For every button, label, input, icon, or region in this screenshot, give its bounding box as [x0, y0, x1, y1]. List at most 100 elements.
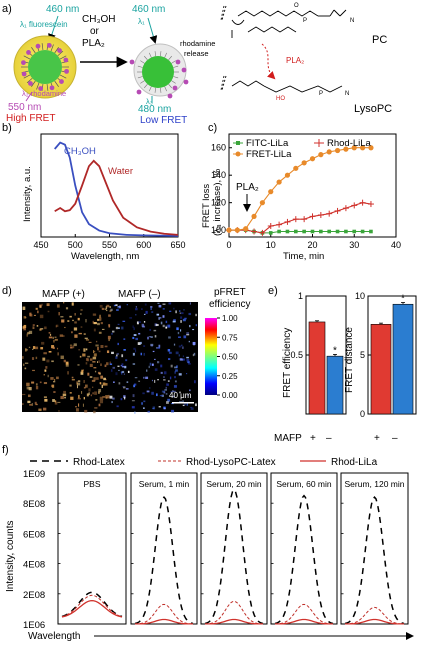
f-ytick-label: 1E09	[23, 469, 45, 480]
micrograph-pixel	[162, 308, 165, 310]
micrograph-pixel	[107, 335, 111, 340]
micrograph-pixel	[158, 344, 161, 348]
micrograph-pixel	[43, 407, 47, 411]
micrograph-pixel	[121, 372, 123, 375]
micrograph-pixel	[93, 410, 96, 414]
f-subplot-title: Serum, 120 min	[345, 479, 405, 489]
micrograph-pixel	[84, 337, 88, 340]
micrograph-pixel	[92, 320, 94, 324]
micrograph-pixel	[65, 307, 69, 310]
e1-ylabel: FRET efficiency	[282, 328, 293, 398]
micrograph-pixel	[179, 391, 181, 394]
micrograph-pixel	[108, 314, 111, 317]
f-series-line	[274, 494, 334, 625]
micrograph-pixel	[111, 401, 113, 404]
rhodamine-dot	[63, 57, 69, 63]
micrograph-pixel	[80, 326, 83, 328]
lipid-tail	[168, 55, 172, 61]
mafp-group-label: MAFP	[274, 433, 302, 444]
micrograph-pixel	[103, 377, 106, 381]
lysopc-label: LysoPC	[354, 103, 392, 115]
micrograph-pixel	[134, 411, 136, 414]
f-ytick-label: 6E08	[23, 529, 45, 540]
micrograph-pixel	[151, 391, 154, 395]
micrograph-pixel	[47, 310, 50, 313]
f-series-line	[135, 618, 193, 625]
micrograph-pixel	[97, 318, 101, 321]
micrograph-pixel	[116, 354, 118, 357]
micrograph-pixel	[37, 310, 39, 314]
micrograph-pixel	[188, 363, 191, 365]
micrograph-pixel	[184, 317, 187, 320]
micrograph-pixel	[26, 382, 30, 387]
micrograph-pixel	[54, 336, 57, 338]
micrograph-pixel	[69, 344, 73, 346]
lipid-tail	[23, 74, 31, 79]
micrograph-pixel	[163, 371, 167, 375]
micrograph-pixel	[117, 306, 119, 309]
micrograph-pixel	[155, 324, 159, 326]
legend-circle-marker	[235, 151, 241, 157]
c-point-fitc	[352, 229, 357, 234]
micrograph-pixel	[62, 302, 65, 304]
micrograph-pixel	[69, 315, 72, 318]
rhodamine-dot	[46, 43, 52, 48]
e1-tick-plus: +	[310, 433, 316, 444]
panel-e: e) 0.5 1 * 0 5 10 * FRET efficiency FRET dista…	[268, 285, 417, 444]
micrograph-pixel	[78, 332, 82, 335]
d-title-right: MAFP (–)	[118, 289, 161, 300]
micrograph-pixel	[82, 353, 86, 357]
b-xtick-label: 450	[33, 240, 48, 250]
c-legend: FITC-LiLa Rhod-LiLa FRET-LiLa	[233, 138, 372, 160]
c-point-fret	[243, 226, 249, 232]
micrograph-pixel	[40, 347, 44, 350]
micrograph-pixel	[105, 378, 107, 381]
micrograph-pixel	[83, 348, 86, 352]
f-series-line	[275, 603, 333, 625]
micrograph-pixel	[35, 307, 38, 310]
micrograph-pixel	[120, 371, 123, 374]
micrograph-pixel	[85, 384, 88, 388]
micrograph-pixel	[92, 361, 96, 363]
f-subplot-frame	[200, 472, 268, 625]
micrograph-pixel	[118, 369, 120, 371]
micrograph-pixel	[29, 312, 32, 316]
micrograph-pixel	[105, 383, 108, 386]
micrograph-pixel	[115, 304, 118, 306]
lipid-tail	[140, 80, 145, 84]
lysopc-choline-n: N	[345, 91, 349, 97]
micrograph-pixel	[112, 366, 116, 369]
micrograph-pixel	[100, 322, 103, 325]
micrograph-pixel	[123, 395, 126, 399]
state-low-fret: Low FRET	[140, 115, 187, 126]
release-label-2: release	[184, 49, 209, 58]
rhodamine-dot	[57, 48, 62, 53]
c-ylabel-1: FRET loss	[201, 184, 212, 228]
c-point-fret	[268, 189, 274, 195]
micrograph-pixel	[98, 388, 102, 393]
micrograph-pixel	[112, 397, 115, 400]
micrograph-pixel	[98, 360, 100, 363]
colorbar-title-2: efficiency	[209, 299, 251, 310]
micrograph-pixel	[101, 307, 105, 310]
micrograph-pixel	[100, 363, 102, 367]
micrograph-pixel	[105, 306, 108, 310]
micrograph-pixel	[77, 317, 80, 321]
micrograph-pixel	[23, 363, 25, 366]
micrograph-pixel	[148, 365, 150, 369]
micrograph-pixel	[64, 326, 66, 329]
micrograph-pixel	[158, 317, 162, 319]
pc-choline-n: N	[350, 18, 354, 24]
micrograph-pixel	[22, 403, 24, 405]
micrograph-pixel	[85, 339, 90, 341]
micrograph-pixel	[42, 357, 46, 361]
micrograph-pixel	[101, 328, 105, 330]
micrograph-pixel	[104, 308, 107, 310]
micrograph-pixel	[123, 386, 126, 389]
micrograph-pixel	[138, 380, 141, 382]
micrograph-pixel	[176, 327, 179, 331]
micrograph-pixel	[28, 387, 32, 391]
micrograph-pixel	[165, 326, 168, 329]
micrograph-pixel	[186, 402, 188, 406]
state-high-fret: High FRET	[6, 113, 55, 124]
